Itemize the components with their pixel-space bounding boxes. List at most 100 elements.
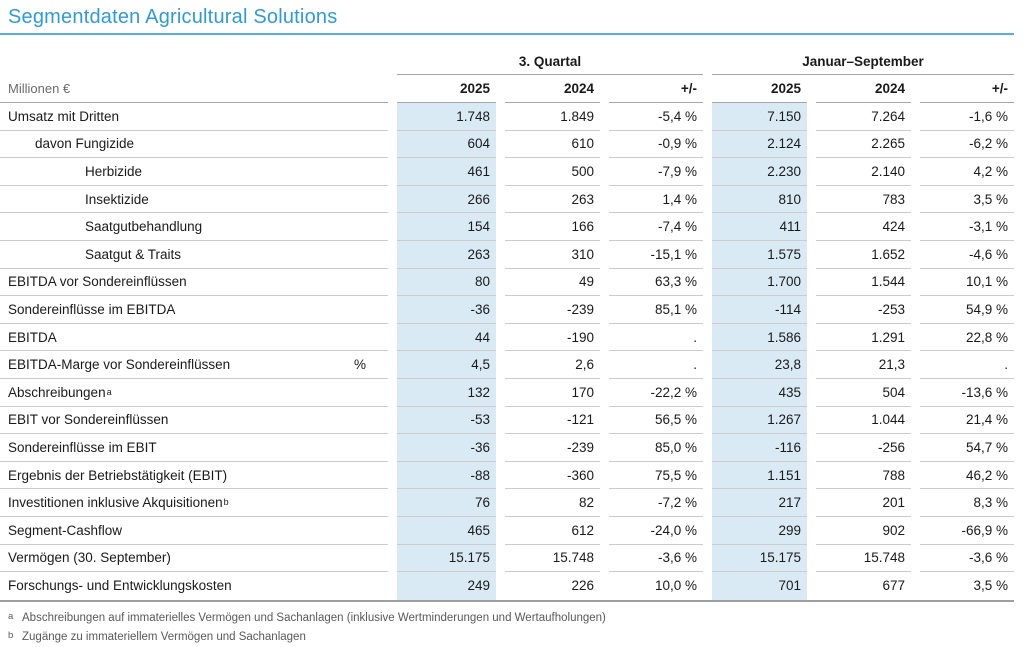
title-block: Segmentdaten Agricultural Solutions [0, 0, 1014, 35]
column-header-9m-2025: 2025 [712, 75, 807, 103]
row-label: Herbizide [0, 158, 388, 186]
column-header-q3-2024: 2024 [505, 75, 600, 103]
row-label: Saatgut & Traits [0, 241, 388, 269]
column-header-q3-2025: 2025 [397, 75, 496, 103]
value-q3-2025: 80 [397, 268, 496, 297]
value-q3-2025: 263 [397, 240, 496, 269]
value-q3-delta: -7,9 % [609, 158, 703, 186]
row-unit: % [353, 357, 366, 373]
footnote-marker: a [8, 610, 14, 622]
value-9m-delta: 10,1 % [920, 269, 1014, 297]
value-q3-2024: 226 [571, 578, 594, 594]
group-header-spacer [0, 49, 388, 75]
value-9m-2024: -253 [816, 296, 911, 324]
value-9m-2025: 1.151 [712, 461, 807, 490]
value-q3-delta: 85,0 % [609, 434, 703, 462]
value-q3-2024: 166 [505, 213, 600, 241]
value-q3-2024: 610 [505, 131, 600, 159]
value-q3-delta: -7,4 % [609, 213, 703, 241]
row-label: Saatgutbehandlung [0, 213, 388, 241]
value-9m-2025: -116 [712, 434, 807, 462]
value-q3-2025: 461 [397, 158, 496, 186]
value-9m-2025: 2.230 [712, 158, 807, 186]
value-q3-delta: 56,5 % [609, 407, 703, 435]
value-9m-2024: 677 [882, 578, 905, 594]
value-q3-delta: -3,6 % [609, 545, 703, 573]
value-9m-2025: 435 [712, 378, 807, 407]
value-q3-2024: 1.849 [505, 103, 600, 131]
value-q3-2025: 132 [397, 378, 496, 407]
value-q3-2025: -88 [397, 461, 496, 490]
value-9m-2024: 15.748 [816, 545, 911, 573]
value-9m-2025: 810 [712, 185, 807, 214]
value-9m-2025: 23,8 [712, 351, 807, 379]
value-9m-2025: 217 [712, 489, 807, 517]
value-9m-2024: 7.264 [816, 103, 911, 131]
row-label: Sondereinflüsse im EBITDA [0, 296, 388, 324]
value-9m-2024: 1.652 [816, 241, 911, 269]
value-q3-2025: 76 [397, 489, 496, 517]
value-q3-delta: -22,2 % [609, 379, 703, 407]
value-9m-2024: 783 [816, 186, 911, 214]
row-label: Forschungs- und Entwicklungskosten [8, 578, 232, 594]
row-label: EBITDA [0, 324, 388, 352]
value-q3-2024: -360 [505, 462, 600, 490]
value-9m-delta: 3,5 % [973, 578, 1008, 594]
row-label: Investitionen inklusive Akquisitionen b [0, 489, 388, 517]
value-9m-2025: 15.175 [712, 544, 807, 573]
footnote-marker: b [8, 629, 14, 641]
value-9m-2024: 1.544 [816, 269, 911, 297]
value-9m-delta: 8,3 % [920, 489, 1014, 517]
value-q3-2025: 465 [397, 516, 496, 545]
value-q3-2024: 2,6 [505, 351, 600, 379]
value-9m-2024: 902 [816, 517, 911, 545]
value-q3-2024: 82 [505, 489, 600, 517]
column-header-q3-delta: +/- [609, 75, 703, 103]
value-9m-delta: 3,5 % [920, 186, 1014, 214]
value-9m-delta: 22,8 % [920, 324, 1014, 352]
value-q3-delta: 75,5 % [609, 462, 703, 490]
value-q3-2025: 249 [397, 572, 496, 600]
value-9m-delta: -13,6 % [920, 379, 1014, 407]
value-9m-2024: -256 [816, 434, 911, 462]
value-q3-2025: 4,5 [397, 351, 496, 379]
value-9m-2024: 201 [816, 489, 911, 517]
value-9m-delta: 54,9 % [920, 296, 1014, 324]
value-9m-delta: 4,2 % [920, 158, 1014, 186]
value-9m-2025: 2.124 [712, 130, 807, 159]
footnote-text: Zugänge zu immateriellem Vermögen und Sa… [22, 630, 306, 643]
value-9m-2025: 701 [712, 572, 807, 600]
value-q3-delta: 1,4 % [609, 186, 703, 214]
value-9m-delta: -3,1 % [920, 213, 1014, 241]
value-q3-2024: 500 [505, 158, 600, 186]
value-q3-2025: 154 [397, 213, 496, 241]
value-q3-delta: -0,9 % [609, 131, 703, 159]
row-label: Segment-Cashflow [0, 517, 388, 545]
value-9m-delta: . [920, 351, 1014, 379]
value-9m-delta: 54,7 % [920, 434, 1014, 462]
value-q3-2024: 263 [505, 186, 600, 214]
value-9m-2024: 788 [816, 462, 911, 490]
segment-table: 3. Quartal Januar–September Millionen € … [0, 49, 1014, 602]
footnotes: a Abschreibungen auf immaterielles Vermö… [0, 609, 1014, 647]
value-9m-2025: 1.267 [712, 406, 807, 435]
value-q3-delta: -24,0 % [609, 517, 703, 545]
column-header-9m-2024: 2024 [816, 75, 911, 103]
footnote-ref-b: b [223, 497, 229, 508]
value-9m-delta: -3,6 % [920, 545, 1014, 573]
value-9m-2025: 411 [712, 213, 807, 241]
value-q3-2024: 310 [505, 241, 600, 269]
value-q3-2025: 15.175 [397, 544, 496, 573]
value-q3-delta: . [609, 351, 703, 379]
footnote-item: a Abschreibungen auf immaterielles Vermö… [8, 609, 1014, 628]
row-label: Insektizide [0, 186, 388, 214]
value-9m-delta: -6,2 % [920, 131, 1014, 159]
value-9m-2025: 299 [712, 516, 807, 545]
value-9m-delta: -4,6 % [920, 241, 1014, 269]
value-q3-2025: 266 [397, 185, 496, 214]
row-label: Abschreibungen a [0, 379, 388, 407]
row-label: EBIT vor Sondereinflüssen [0, 407, 388, 435]
value-q3-delta: -15,1 % [609, 241, 703, 269]
value-9m-2024: 424 [816, 213, 911, 241]
